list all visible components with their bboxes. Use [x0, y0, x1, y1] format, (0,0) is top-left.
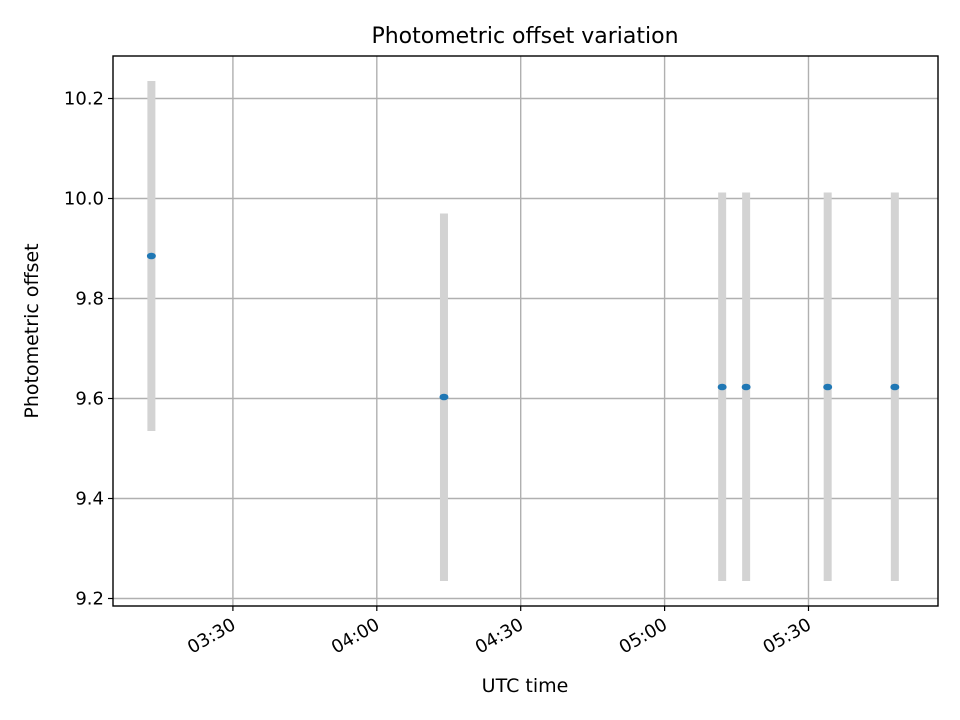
data-point-4: [741, 383, 751, 391]
chart-title: Photometric offset variation: [371, 24, 678, 49]
data-point-1: [146, 252, 156, 260]
y-tick-label: 9.8: [75, 289, 104, 310]
grid-lines: [113, 56, 938, 606]
y-tick-label: 9.6: [75, 389, 104, 410]
plot-frame: [112, 55, 939, 607]
data-point-2: [439, 393, 449, 401]
y-axis-ticks: 9.2 9.4 9.6 9.8 10.0 10.2: [64, 89, 113, 610]
y-axis-label: Photometric offset: [21, 243, 43, 418]
data-points: [146, 252, 900, 401]
data-point-5: [823, 383, 833, 391]
data-point-6: [890, 383, 900, 391]
data-point-3: [717, 383, 727, 391]
y-tick-label: 10.2: [64, 89, 104, 110]
y-tick-label: 10.0: [64, 189, 104, 210]
y-tick-label: 9.4: [75, 489, 104, 510]
x-axis-label: UTC time: [482, 675, 569, 697]
y-tick-label: 9.2: [75, 589, 104, 610]
